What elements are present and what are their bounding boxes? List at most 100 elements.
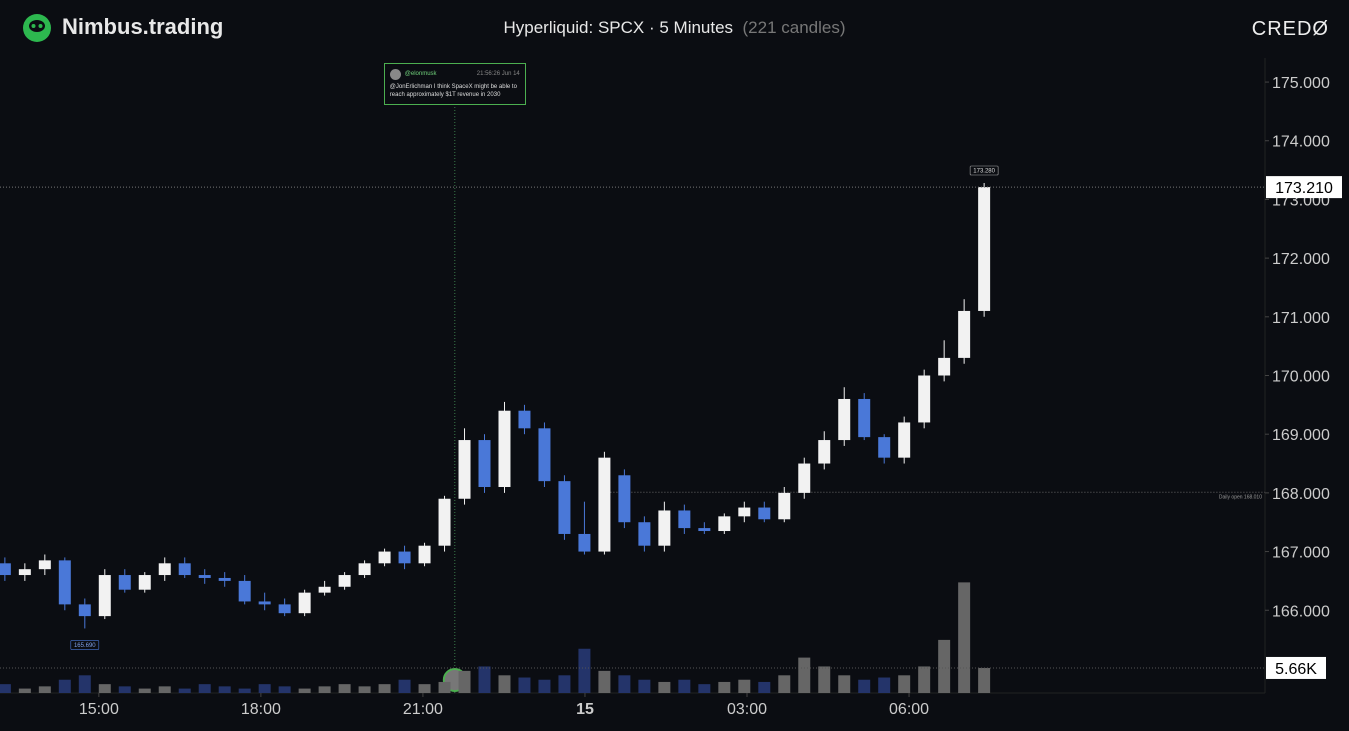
y-tick-label: 172.000 <box>1272 251 1330 268</box>
volume-bar <box>958 582 971 693</box>
volume-bar <box>838 675 851 693</box>
candle-body <box>878 437 891 458</box>
volume-bar <box>78 675 91 693</box>
candle-body <box>238 580 251 602</box>
y-tick-label: 166.000 <box>1272 603 1330 620</box>
max-tag <box>969 165 999 176</box>
candle-body <box>538 428 551 482</box>
x-tick-label: 18:00 <box>241 701 281 718</box>
volume-bar <box>818 666 831 693</box>
candle-body <box>898 422 911 458</box>
volume-bar <box>558 675 571 693</box>
logo: CREDØ <box>1251 18 1329 40</box>
volume-bar <box>978 667 991 693</box>
volume-bar <box>858 679 871 693</box>
candle-body <box>858 398 871 438</box>
candle-body <box>38 560 51 570</box>
volume-bar <box>58 679 71 693</box>
candle-body <box>838 398 851 441</box>
x-tick-label: 03:00 <box>727 701 767 718</box>
volume-bar <box>518 677 531 693</box>
volume-bar <box>598 670 611 693</box>
x-tick-label: 21:00 <box>403 701 443 718</box>
volume-bar <box>258 684 271 693</box>
title: Hyperliquid: SPCX · 5 Minutes (221 candl… <box>0 18 1349 38</box>
candle-body <box>378 551 391 564</box>
last-price-label: 173.210 <box>1275 180 1333 197</box>
volume-bar <box>678 679 691 693</box>
candle-body <box>578 533 591 552</box>
candle-body <box>938 357 951 376</box>
volume-bar <box>178 688 191 693</box>
volume-bar <box>458 670 471 693</box>
candle-body <box>798 463 811 493</box>
volume-bar <box>918 666 931 693</box>
candle-body <box>318 586 331 593</box>
candle-body <box>658 510 671 546</box>
volume-bar <box>218 686 231 693</box>
volume-bar <box>718 681 731 693</box>
min-label: 165.690 <box>74 643 96 649</box>
candle-body <box>118 575 131 590</box>
candle-body <box>598 457 611 552</box>
candle-body <box>758 507 771 520</box>
candle-body <box>278 604 291 614</box>
candle-body <box>398 551 411 564</box>
candle-body <box>138 575 151 590</box>
candle-body <box>978 187 991 311</box>
y-tick-label: 170.000 <box>1272 369 1330 386</box>
volume-bar <box>118 686 131 693</box>
candle-body <box>618 475 631 523</box>
max-label: 173.280 <box>973 169 995 175</box>
candle-body <box>298 592 311 614</box>
candle-body <box>498 410 511 488</box>
candle-body <box>718 516 731 532</box>
candle-body <box>458 440 471 499</box>
volume-bar <box>618 675 631 693</box>
volume-bar <box>38 686 51 693</box>
candle-body <box>958 310 971 358</box>
volume-bar <box>498 675 511 693</box>
volume-bar <box>318 686 331 693</box>
last-price-tag <box>1266 176 1342 199</box>
candle-body <box>918 375 931 423</box>
volume-bar <box>238 688 251 693</box>
event-marker <box>442 668 467 692</box>
volume-bar <box>478 666 491 693</box>
candle-body <box>58 560 71 605</box>
candle-body <box>558 481 571 534</box>
volume-bar <box>778 675 791 693</box>
candle-body <box>478 440 491 488</box>
volume-bar <box>418 684 431 693</box>
avatar <box>389 69 401 80</box>
tweet: @elonmusk 21:56:26 Jun 14 @JonErlichman … <box>383 63 526 105</box>
x-tick-label: 06:00 <box>889 701 929 718</box>
candle-count: (221 candles) <box>742 18 846 37</box>
header: Nimbus.trading Hyperliquid: SPCX · 5 Min… <box>0 0 1349 56</box>
last-volume-tag <box>1266 656 1326 679</box>
candle-body <box>218 577 231 581</box>
volume-bar <box>878 677 891 693</box>
volume-bar <box>358 686 371 693</box>
daily-open-label: Daily open 168.010 <box>1219 494 1262 500</box>
market: Hyperliquid: SPCX · 5 Minutes <box>503 18 734 37</box>
volume-bar <box>378 684 391 693</box>
y-tick-label: 171.000 <box>1272 310 1330 327</box>
y-tick-label: 168.000 <box>1272 486 1330 503</box>
candle-body <box>358 563 371 576</box>
volume-bar <box>698 684 711 693</box>
tweet-time: 21:56:26 Jun 14 <box>476 71 520 77</box>
candle-body <box>258 601 271 605</box>
volume-bar <box>18 688 31 693</box>
candle-body <box>0 563 11 576</box>
candle-body <box>198 575 211 578</box>
candle-body <box>778 492 791 520</box>
volume-bar <box>138 688 151 693</box>
brand: Nimbus.trading <box>62 14 224 39</box>
y-tick-label: 167.000 <box>1272 545 1330 562</box>
candle-body <box>638 522 651 546</box>
volume-bar <box>398 679 411 693</box>
volume-bar <box>898 675 911 693</box>
